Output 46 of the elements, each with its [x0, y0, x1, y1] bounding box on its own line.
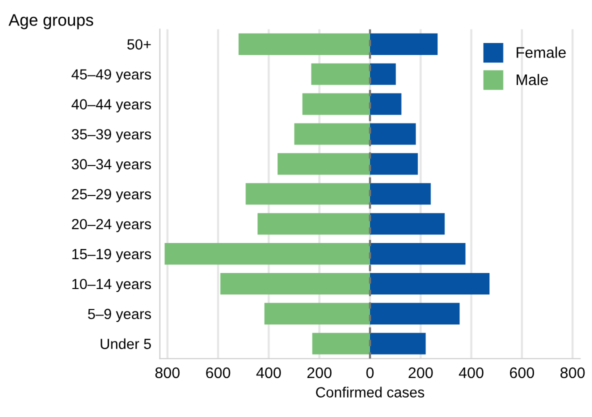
bar — [370, 63, 396, 85]
y-tick-label: 40–44 years — [72, 99, 151, 112]
y-tick-label: 10–14 years — [72, 278, 151, 292]
bar — [370, 183, 431, 205]
y-tick-label: 15–19 years — [72, 248, 151, 262]
y-tick-label: 5–9 years — [88, 308, 151, 322]
bar — [370, 33, 438, 55]
x-tick-label: 600 — [206, 367, 230, 378]
bar — [370, 302, 460, 324]
bar — [294, 123, 370, 145]
bar — [370, 213, 445, 235]
y-tick-label: 35–39 years — [72, 129, 151, 142]
y-tick-label: Under 5 — [100, 338, 151, 350]
bar — [164, 243, 370, 265]
y-tick-label: 25–29 years — [72, 189, 151, 202]
bar — [370, 332, 426, 354]
y-tick-label: 20–24 years — [72, 218, 151, 232]
bar — [264, 302, 370, 324]
bar — [258, 213, 370, 235]
x-tick-label: 600 — [510, 367, 534, 378]
legend-label: Male — [516, 74, 548, 86]
bar — [370, 153, 418, 175]
x-tick-label: 200 — [307, 367, 332, 378]
x-tick-label: 200 — [408, 367, 433, 378]
y-axis-title: Age groups — [8, 14, 94, 30]
y-tick-label: 45–49 years — [72, 69, 151, 82]
bar — [370, 123, 416, 145]
x-axis-title: Confirmed cases — [316, 386, 424, 398]
x-tick-label: 400 — [256, 367, 281, 378]
bar — [312, 332, 370, 354]
x-tick-label: 0 — [366, 367, 374, 378]
bar — [370, 93, 402, 115]
bar — [238, 33, 370, 55]
bar — [220, 272, 370, 295]
y-tick-label: 30–34 years — [72, 159, 151, 172]
bar — [311, 63, 370, 85]
bar — [278, 153, 370, 175]
y-tick-label: 50+ — [127, 39, 151, 50]
bar — [246, 183, 370, 205]
x-tick-label: 400 — [458, 367, 484, 378]
bar — [370, 243, 466, 265]
bar — [302, 93, 370, 115]
x-tick-label: 800 — [155, 367, 180, 378]
legend-label: Female — [516, 46, 566, 58]
x-tick-label: 800 — [560, 367, 585, 378]
bar — [370, 272, 490, 295]
